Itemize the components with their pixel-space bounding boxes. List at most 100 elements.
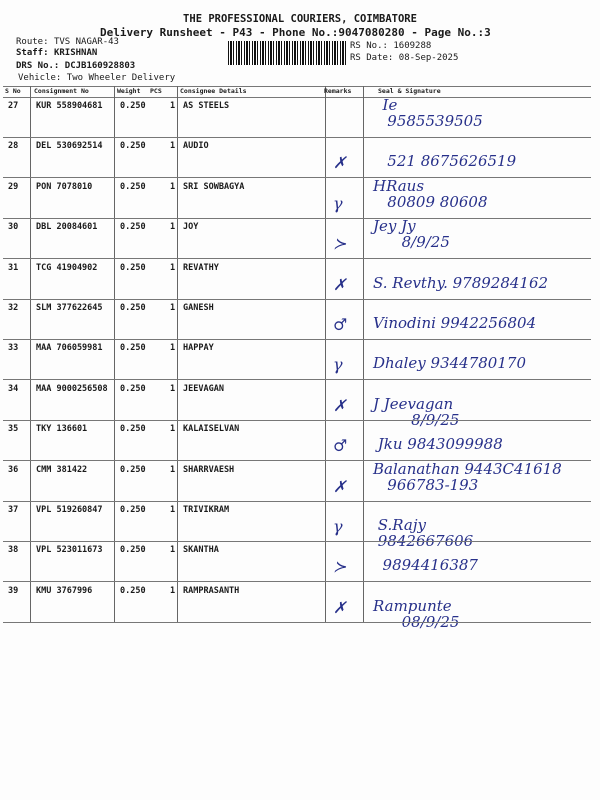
pcs-cell: 1 bbox=[170, 383, 176, 394]
remark-mark: ✗ bbox=[333, 153, 347, 173]
rs-date-label: RS Date: bbox=[350, 53, 394, 63]
sno-cell: 34 bbox=[8, 383, 19, 394]
runsheet-table: S No Consignment No Weight PCS Consignee… bbox=[3, 86, 591, 630]
sno-cell: 36 bbox=[8, 464, 19, 475]
sno-cell: 30 bbox=[8, 222, 19, 233]
vehicle-label: Vehicle: bbox=[18, 73, 62, 83]
handwritten-signature: 521 8675626519 bbox=[387, 152, 517, 171]
consignment-cell: KUR 558904681 bbox=[36, 101, 103, 111]
sno-cell: 28 bbox=[8, 141, 19, 152]
pcs-cell: 1 bbox=[170, 585, 176, 596]
staff-value: KRISHNAN bbox=[53, 48, 98, 58]
remark-mark: ≻ bbox=[333, 557, 347, 577]
header-signature: Seal & Signature bbox=[378, 87, 441, 95]
sno-cell: 29 bbox=[8, 181, 19, 192]
consignee-cell: SKANTHA bbox=[183, 545, 219, 556]
table-row: 35 TKY 136601 0.250 1 KALAISELVAN ♂ Jku 98430… bbox=[3, 420, 591, 462]
drs-info: DRS No.: DCJB160928803 bbox=[16, 61, 135, 71]
runsheet-subtitle: Delivery Runsheet - P43 - Phone No.:9047… bbox=[100, 26, 491, 39]
table-row: 27 KUR 558904681 0.250 1 AS STEELS Ie 958553… bbox=[3, 97, 591, 138]
rs-date-value: 08-Sep-2025 bbox=[398, 53, 459, 63]
remark-mark: ♂ bbox=[333, 436, 348, 456]
consignee-cell: AS STEELS bbox=[183, 101, 230, 111]
pcs-cell: 1 bbox=[170, 464, 176, 475]
consignment-cell: CMM 381422 bbox=[36, 464, 88, 475]
consignment-cell: DEL 530692514 bbox=[36, 141, 103, 152]
staff-label: Staff: bbox=[16, 48, 49, 58]
remark-mark: γ bbox=[333, 517, 343, 536]
rs-no-value: 1609288 bbox=[393, 41, 432, 51]
company-title: THE PROFESSIONAL COURIERS, COIMBATORE bbox=[183, 13, 417, 25]
sno-cell: 33 bbox=[8, 343, 19, 354]
table-row: 33 MAA 706059981 0.250 1 HAPPAY γ Dhaley 9344… bbox=[3, 339, 591, 381]
handwritten-signature: Jey Jy 8/9/25 bbox=[373, 217, 450, 252]
table-row: 39 KMU 3767996 0.250 1 RAMPRASANTH ✗ Rampunte… bbox=[3, 582, 591, 630]
table-row: 38 VPL 523011673 0.250 1 SKANTHA ≻ 9894416387 bbox=[3, 541, 591, 583]
consignee-cell: KALAISELVAN bbox=[183, 424, 240, 435]
weight-cell: 0.250 bbox=[120, 545, 146, 556]
handwritten-signature: Vinodini 9942256804 bbox=[373, 314, 537, 332]
weight-cell: 0.250 bbox=[120, 222, 146, 233]
handwritten-signature: Jku 9843099988 bbox=[377, 435, 503, 454]
handwritten-signature: 9894416387 bbox=[382, 556, 478, 575]
remark-mark: ✗ bbox=[333, 395, 347, 415]
consignment-cell: KMU 3767996 bbox=[36, 585, 93, 596]
consignee-cell: AUDIO bbox=[183, 141, 209, 152]
pcs-cell: 1 bbox=[170, 424, 176, 435]
table-row: 28 DEL 530692514 0.250 1 AUDIO ✗ 521 86756265… bbox=[3, 137, 591, 179]
handwritten-signature: S. Revthy. 9789284162 bbox=[373, 273, 549, 292]
weight-cell: 0.250 bbox=[120, 383, 146, 394]
pcs-cell: 1 bbox=[170, 141, 176, 152]
handwritten-signature: HRaus 80809 80608 bbox=[373, 176, 488, 211]
remark-mark: ✗ bbox=[333, 597, 347, 617]
pcs-cell: 1 bbox=[170, 303, 176, 313]
header-consignee: Consignee Details bbox=[180, 87, 247, 95]
route-label: Route: bbox=[16, 37, 49, 47]
consignee-cell: SRI SOWBAGYA bbox=[183, 181, 245, 192]
sno-cell: 35 bbox=[8, 424, 19, 435]
remark-mark: ≻ bbox=[333, 234, 347, 254]
pcs-cell: 1 bbox=[170, 343, 176, 354]
consignee-cell: SHARRVAESH bbox=[183, 464, 235, 475]
sno-cell: 39 bbox=[8, 585, 19, 596]
barcode bbox=[228, 41, 346, 65]
vehicle-value: Two Wheeler Delivery bbox=[66, 73, 176, 83]
header-weight: Weight bbox=[117, 87, 141, 95]
header-sno: S No bbox=[5, 87, 21, 95]
table-row: 31 TCG 41904902 0.250 1 REVATHY ✗ S. Revthy. … bbox=[3, 259, 591, 300]
route-value: TVS NAGAR-43 bbox=[53, 37, 119, 47]
table-row: 30 DBL 20084601 0.250 1 JOY ≻ Jey Jy 8/9/25 bbox=[3, 217, 591, 260]
header-consignment: Consignment No bbox=[34, 87, 89, 95]
weight-cell: 0.250 bbox=[120, 262, 146, 273]
header-pcs: PCS bbox=[150, 87, 162, 95]
drs-value: DCJB160928803 bbox=[64, 61, 136, 71]
consignee-cell: REVATHY bbox=[183, 262, 219, 273]
rs-no-info: RS No.: 1609288 bbox=[350, 41, 431, 51]
consignment-cell: SLM 377622645 bbox=[36, 303, 103, 313]
pcs-cell: 1 bbox=[170, 262, 176, 273]
table-row: 32 SLM 377622645 0.250 1 GANESH ♂ Vinodini 99… bbox=[3, 299, 591, 340]
remark-mark: ✗ bbox=[333, 476, 347, 496]
consignee-cell: JOY bbox=[183, 222, 199, 233]
pcs-cell: 1 bbox=[170, 101, 176, 111]
consignment-cell: VPL 519260847 bbox=[36, 505, 103, 515]
sno-cell: 31 bbox=[8, 262, 19, 273]
sno-cell: 27 bbox=[8, 101, 19, 111]
vehicle-info: Vehicle: Two Wheeler Delivery bbox=[18, 73, 175, 83]
table-row: 34 MAA 9000256508 0.250 1 JEEVAGAN ✗ J Jeevag… bbox=[3, 380, 591, 428]
sno-cell: 32 bbox=[8, 303, 19, 313]
consignee-cell: RAMPRASANTH bbox=[183, 585, 240, 596]
rs-no-label: RS No.: bbox=[350, 41, 388, 51]
pcs-cell: 1 bbox=[170, 181, 176, 192]
consignee-cell: GANESH bbox=[183, 303, 214, 313]
consignee-cell: HAPPAY bbox=[183, 343, 214, 354]
rs-date-info: RS Date: 08-Sep-2025 bbox=[350, 53, 458, 63]
handwritten-signature: Balanathan 9443C41618 966783-193 bbox=[373, 459, 562, 494]
drs-label: DRS No.: bbox=[16, 61, 60, 71]
consignment-cell: DBL 20084601 bbox=[36, 222, 98, 233]
consignee-cell: JEEVAGAN bbox=[183, 383, 224, 394]
handwritten-signature: Dhaley 9344780170 bbox=[373, 354, 526, 373]
pcs-cell: 1 bbox=[170, 545, 176, 556]
weight-cell: 0.250 bbox=[120, 303, 146, 313]
sno-cell: 37 bbox=[8, 505, 19, 515]
